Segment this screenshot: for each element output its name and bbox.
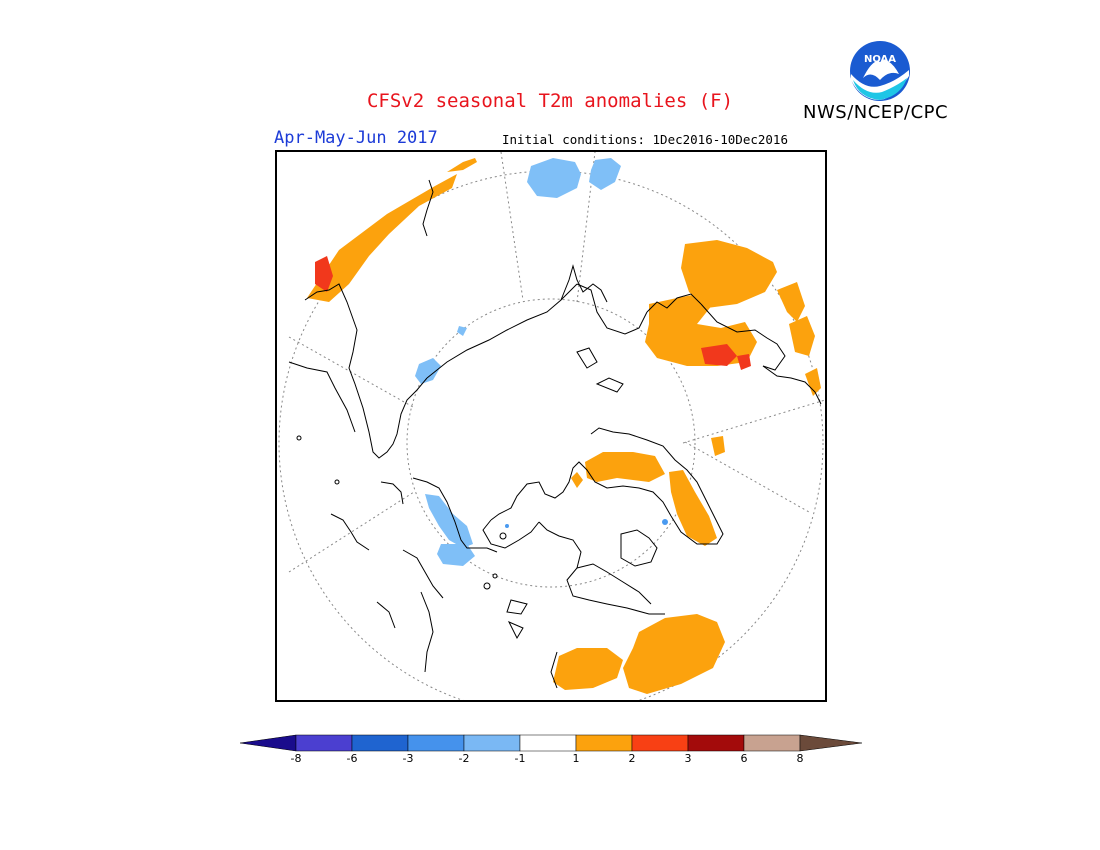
colorbar-tick-label: 3 (684, 752, 692, 765)
warm-anomalies (307, 158, 821, 694)
colorbar-tick-label: 1 (572, 752, 580, 765)
chart-title: CFSv2 seasonal T2m anomalies (F) (0, 90, 1100, 112)
colorbar-tick-label: -8 (290, 752, 302, 765)
noaa-logo-icon: NOAA (849, 40, 911, 102)
coastlines (288, 179, 822, 689)
colorbar-tick-label: 8 (796, 752, 804, 765)
strong-warm-anomalies (315, 256, 751, 370)
colorbar-swatch (519, 734, 577, 752)
colorbar-swatch (407, 734, 465, 752)
chart-title-text: CFSv2 seasonal T2m anomalies (F) (366, 90, 734, 112)
polar-map (278, 152, 825, 700)
cool-anomalies (415, 158, 621, 566)
colorbar-swatch (463, 734, 521, 752)
initial-conditions: Initial conditions: 1Dec2016-10Dec2016 (502, 132, 788, 147)
colorbar-swatch (351, 734, 409, 752)
colorbar-swatch (631, 734, 689, 752)
colorbar-swatches (239, 734, 863, 752)
cool-anomalies-darker (505, 519, 668, 528)
logo-text: NOAA (864, 54, 896, 65)
colorbar (239, 734, 863, 756)
colorbar-tick-label: -2 (458, 752, 470, 765)
colorbar-tick-label: -6 (346, 752, 358, 765)
colorbar-tick-label: 6 (740, 752, 748, 765)
colorbar-tick-label: 2 (628, 752, 636, 765)
colorbar-swatch (743, 734, 801, 752)
agency-label: NWS/NCEP/CPC (803, 102, 949, 123)
colorbar-tick-label: -3 (402, 752, 414, 765)
colorbar-swatch (575, 734, 633, 752)
colorbar-arrow-high (799, 734, 863, 752)
colorbar-arrow-low (239, 734, 297, 752)
map-panel (275, 150, 827, 702)
colorbar-swatch (295, 734, 353, 752)
forecast-period: Apr-May-Jun 2017 (274, 128, 438, 148)
colorbar-swatch (687, 734, 745, 752)
colorbar-tick-label: -1 (514, 752, 526, 765)
